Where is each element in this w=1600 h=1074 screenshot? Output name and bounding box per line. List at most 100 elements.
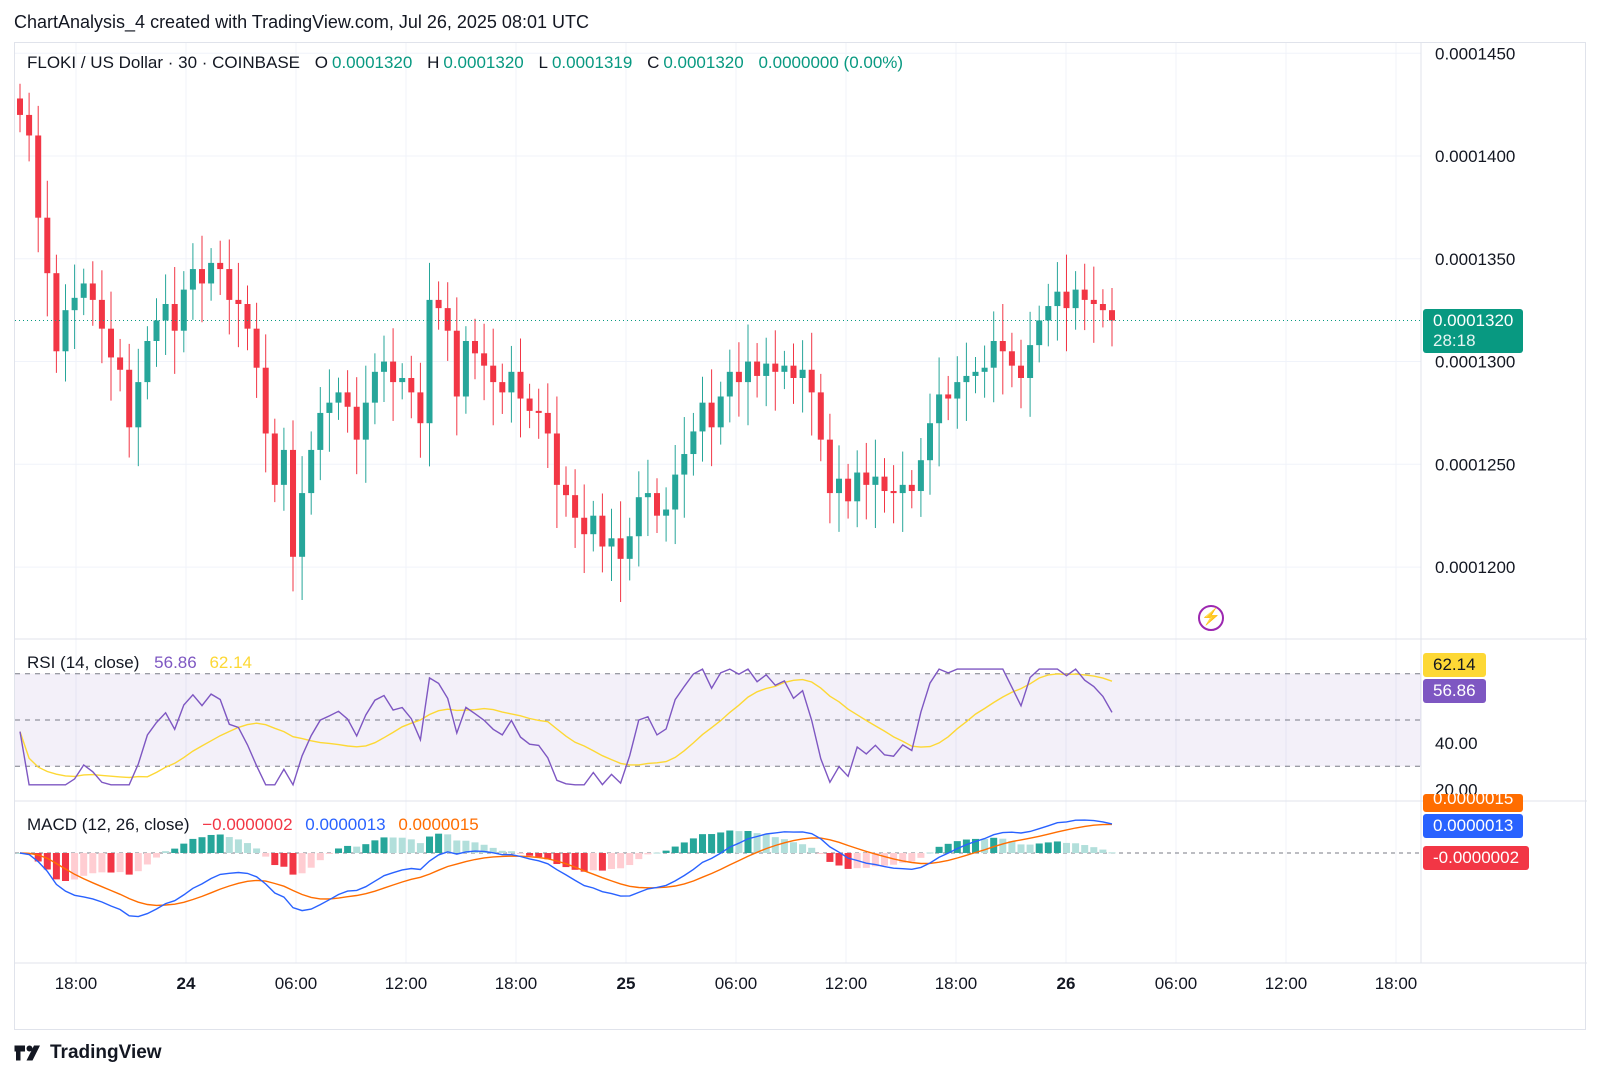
macd-histogram-bar [680,842,688,853]
candle-body [936,394,943,424]
candle-body [754,361,761,376]
time-tick-label: 12:00 [1265,974,1308,993]
candle-body [89,283,96,300]
macd-histogram-bar [717,832,725,853]
macd-histogram-bar [871,853,879,867]
macd-histogram-bar [80,853,88,876]
macd-histogram-bar [89,853,97,874]
candle-body [189,269,196,290]
candle-body [417,392,424,424]
macd-histogram-bar [790,842,797,853]
time-tick-label: 24 [177,974,196,993]
candle-body [854,472,861,502]
macd-histogram-bar [280,853,288,867]
candle-body [927,423,933,461]
macd-histogram-bar [990,837,998,853]
macd-histogram-bar [416,843,424,853]
chart-canvas[interactable]: 18:00 24 06:00 12:00 18:00 25 06:00 12:00 18:00 2… [15,43,1587,1031]
candle-body [126,369,133,428]
candle-body [745,361,751,383]
candle-body [781,365,788,372]
candle-body [863,472,870,485]
rsi-tick-label: 40.00 [1435,734,1478,753]
macd-histogram-bar [116,853,124,873]
macd-histogram-bar [562,853,570,868]
macd-histogram-bar [507,851,515,853]
candle-body [726,371,733,397]
macd-histogram-bar [626,853,634,866]
close-label: C [647,53,660,72]
candle-body [644,493,651,498]
macd-histogram-bar [52,853,60,880]
symbol-label[interactable]: FLOKI / US Dollar · 30 · COINBASE [27,53,301,72]
candle-body [35,135,42,218]
macd-histogram-bar [972,838,979,853]
candle-body [517,371,524,399]
candle-body [371,371,378,403]
macd-histogram-bar [362,844,370,853]
candle-body [817,392,824,440]
candle-body [80,283,87,298]
macd-hist-value: −0.0000002 [202,815,293,834]
macd-histogram-bar [617,853,625,869]
tradingview-logo-icon [14,1045,40,1061]
change-value: 0.0000000 (0.00%) [758,53,904,72]
time-tick-label: 18:00 [1375,974,1418,993]
candle-body [808,369,815,393]
macd-histogram-bar [426,836,433,853]
candle-body [1018,365,1024,378]
macd-histogram-bar [644,853,652,855]
candle-body [981,367,988,372]
macd-histogram-bar [480,844,488,853]
macd-signal-value: 0.0000015 [398,815,479,834]
time-tick-label: 06:00 [275,974,318,993]
rsi-label[interactable]: RSI (14, close) [27,653,140,672]
candle-body [535,410,542,413]
lightning-icon[interactable]: ⚡ [1198,605,1224,631]
candle-body [362,402,369,440]
macd-label[interactable]: MACD (12, 26, close) [27,815,190,834]
macd-histogram-bar [926,852,934,854]
candle-body [654,493,660,516]
macd-histogram-bar [371,840,379,853]
macd-histogram-bar [935,846,943,853]
candle-body [444,308,451,331]
candle-body [108,328,114,358]
candle-body [135,382,142,428]
macd-histogram-bar [826,853,834,862]
candle-body [208,262,215,284]
macd-histogram-bar [1026,844,1034,853]
macd-histogram-bar [289,853,297,875]
time-tick-label: 18:00 [55,974,98,993]
candle-body [1045,306,1052,321]
macd-histogram-bar [835,853,843,866]
candle-body [563,484,569,496]
macd-line [19,819,1113,918]
candle-body [390,361,397,383]
candle-body [1099,304,1106,311]
macd-histogram-bar [171,848,179,853]
candle-body [772,363,779,372]
macd-histogram-bar [1053,841,1061,853]
macd-histogram-bar [899,853,907,863]
candle-body [881,476,888,492]
candle-body [271,433,278,485]
macd-histogram-bar [862,853,870,868]
candle-body [481,353,488,366]
candle-body [62,310,69,352]
candle-body [1063,291,1070,309]
candle-body [963,375,970,383]
candle-body [144,341,151,383]
candle-body [399,377,406,383]
macd-histogram-bar [380,837,388,853]
chart-frame[interactable]: 18:00 24 06:00 12:00 18:00 25 06:00 12:00 18:00 2… [14,42,1587,1031]
candle-body [98,299,105,329]
macd-histogram-bar [271,853,279,866]
time-tick-label: 12:00 [825,974,868,993]
macd-histogram-bar [398,837,406,853]
candle-body [717,396,724,428]
macd-value: 0.0000013 [305,815,386,834]
tradingview-logo[interactable]: TradingView [14,1042,162,1064]
macd-histogram-bar [34,853,42,862]
candle-body [845,478,852,502]
